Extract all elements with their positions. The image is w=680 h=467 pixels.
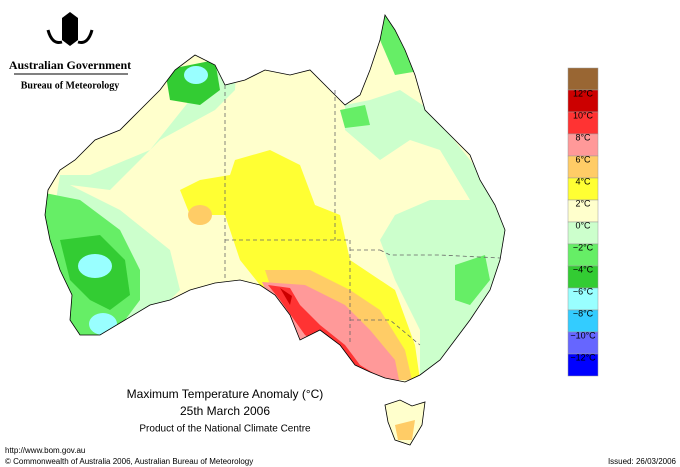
legend-label: −6°C [573, 286, 594, 296]
legend-swatch [567, 353, 599, 377]
legend-label: 10°C [573, 110, 594, 120]
legend-label: 4°C [575, 176, 591, 186]
map-title: Maximum Temperature Anomaly (°C) [127, 387, 324, 401]
legend-label: −12°C [570, 352, 596, 362]
legend-label: 0°C [575, 220, 591, 230]
legend-label: 12°C [573, 88, 594, 98]
footer-issued: Issued: 26/03/2006 [608, 457, 677, 466]
footer-url: http://www.bom.gov.au [5, 446, 85, 455]
legend-swatch [567, 67, 599, 91]
map-product: Product of the National Climate Centre [139, 424, 311, 435]
footer-copyright: © Commonwealth of Australia 2006, Austra… [5, 457, 253, 466]
legend-label: 8°C [575, 132, 591, 142]
map-date: 25th March 2006 [180, 404, 270, 418]
legend: 12°C 10°C 8°C 6°C 4°C 2°C 0°C −2°C −4°C −6°C −8°C −… [567, 67, 599, 377]
legend-label: −2°C [573, 242, 594, 252]
legend-label: 6°C [575, 154, 591, 164]
bureau: Bureau of Meteorology [21, 80, 120, 91]
legend-label: −4°C [573, 264, 594, 274]
logo [14, 12, 128, 75]
state-borders [224, 85, 501, 346]
legend-label: 2°C [575, 198, 591, 208]
legend-label: −8°C [573, 308, 594, 318]
government: Australian Government [9, 58, 131, 72]
legend-label: −10°C [570, 330, 596, 340]
tasmania-anomaly [395, 420, 415, 440]
